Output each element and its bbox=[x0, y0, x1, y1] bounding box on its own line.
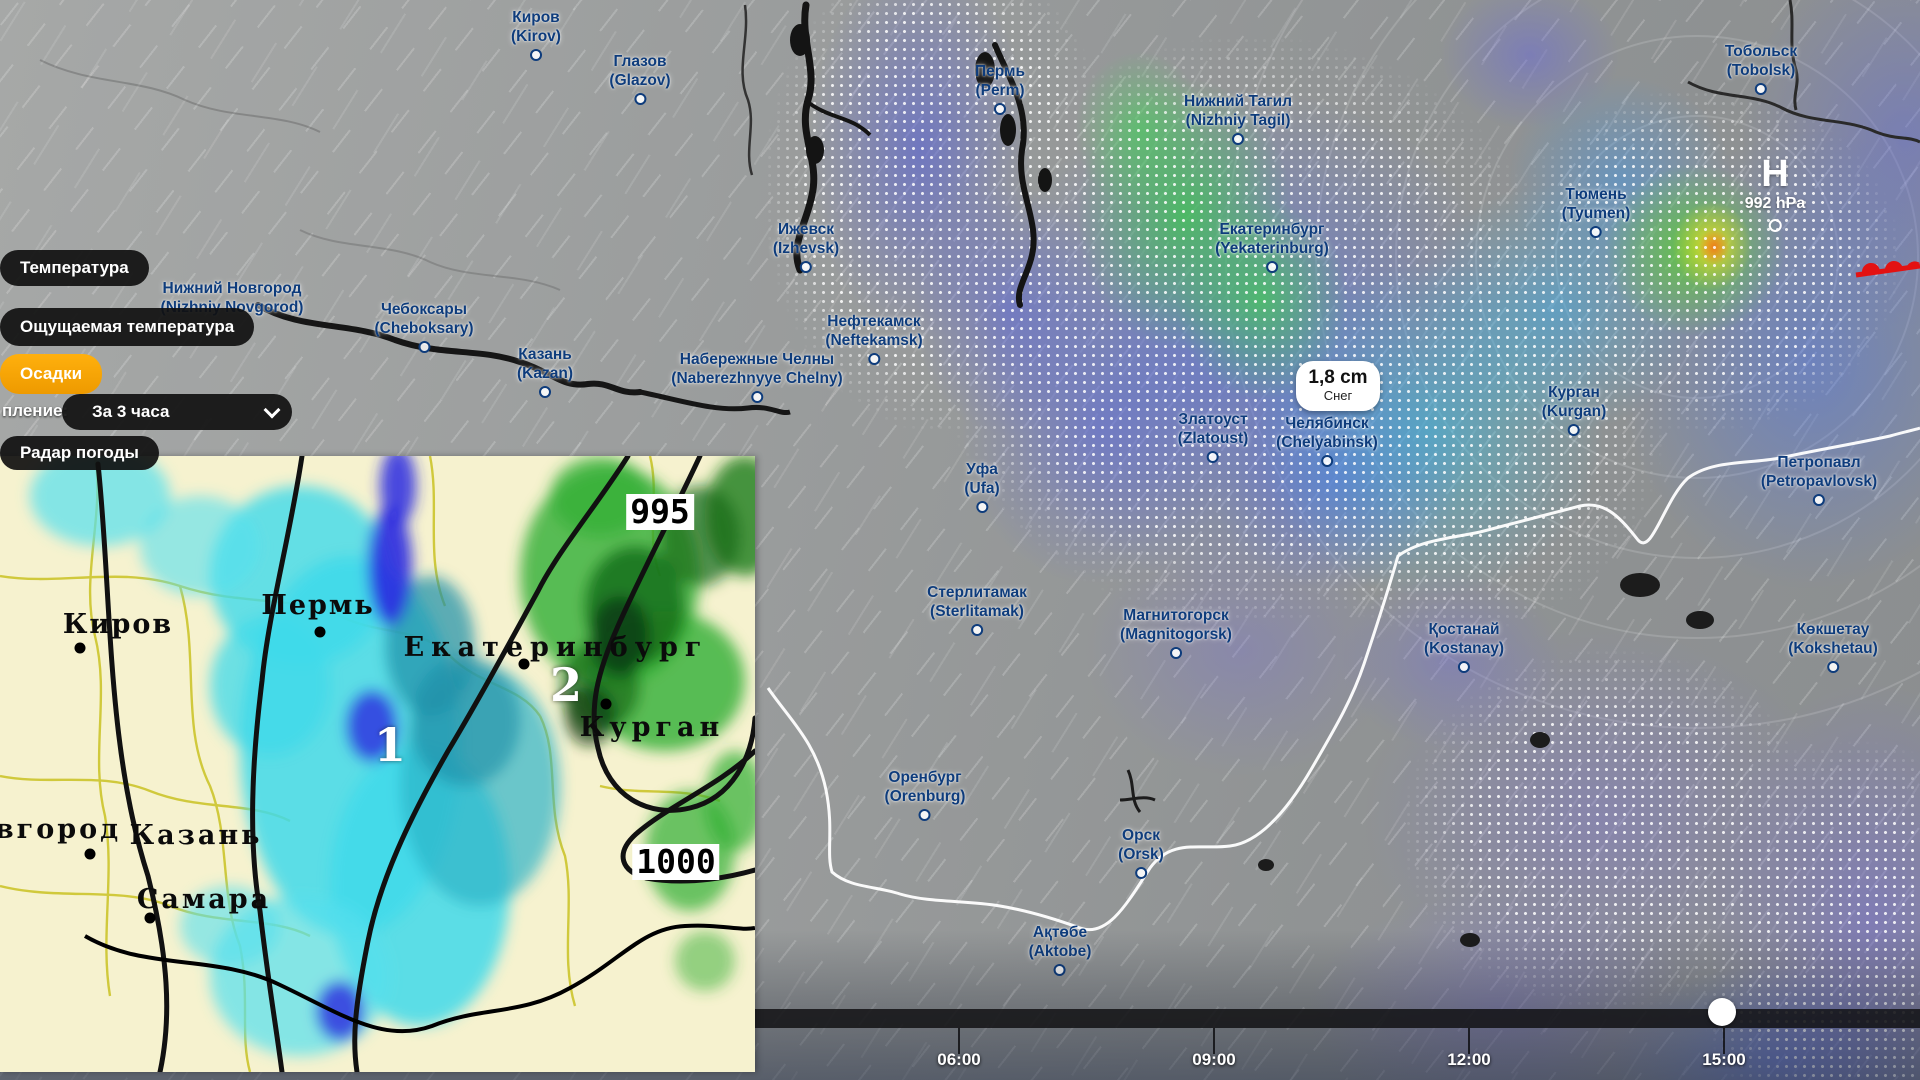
city-label-izhevsk: Ижевск (Izhevsk) bbox=[773, 220, 839, 273]
city-marker-icon bbox=[1170, 647, 1182, 659]
city-label-petropavlovsk: Петропавл (Petropavlovsk) bbox=[1761, 453, 1877, 506]
city-marker-icon bbox=[529, 49, 542, 61]
menu-item-label: Осадки bbox=[20, 364, 83, 383]
warm-front-symbol bbox=[1855, 260, 1920, 278]
city-marker-icon bbox=[800, 261, 812, 273]
city-label-tobolsk: Тобольск (Tobolsk) bbox=[1725, 42, 1797, 95]
city-label-aktobe: Ақтөбе (Aktobe) bbox=[1029, 923, 1091, 976]
inset-city-label: Киров bbox=[62, 609, 174, 640]
city-marker-icon bbox=[994, 103, 1006, 115]
inset-city-label: Пермь bbox=[261, 590, 375, 621]
city-label-ufa: Уфа (Ufa) bbox=[964, 460, 1000, 513]
precip-tooltip: 1,8 cm Снег bbox=[1296, 361, 1380, 411]
city-marker-icon bbox=[1457, 661, 1470, 673]
city-marker-icon bbox=[1826, 661, 1839, 673]
city-label-kostanay: Қостанай (Kostanay) bbox=[1424, 620, 1504, 673]
menu-item-label: Температура bbox=[20, 258, 129, 277]
isobar-label-995: 995 bbox=[626, 494, 694, 530]
city-label-chelyabinsk: Челябинск (Chelyabinsk) bbox=[1276, 414, 1378, 467]
city-marker-icon bbox=[750, 391, 763, 403]
timeline-current-time-knob[interactable] bbox=[1708, 998, 1736, 1026]
city-label-kokshetau: Көкшетау (Kokshetau) bbox=[1788, 620, 1878, 673]
accumulation-value: За 3 часа bbox=[92, 402, 170, 421]
timeline-time-label[interactable]: 12:00 bbox=[1447, 1050, 1491, 1069]
city-label-sterlitamak: Стерлитамак (Sterlitamak) bbox=[927, 583, 1027, 636]
city-marker-icon bbox=[1755, 83, 1767, 95]
city-label-orenburg: Оренбург (Orenburg) bbox=[885, 768, 965, 821]
city-marker-icon bbox=[1265, 261, 1278, 273]
city-marker-icon bbox=[1567, 424, 1580, 436]
city-label-kazan: Казань (Kazan) bbox=[517, 345, 573, 398]
menu-item-temperature[interactable]: Температура bbox=[0, 250, 149, 286]
chevron-down-icon bbox=[263, 401, 281, 419]
city-marker-icon bbox=[634, 93, 646, 105]
pressure-symbol: Н bbox=[1761, 153, 1789, 195]
menu-item-feels-like[interactable]: Ощущаемая температура bbox=[0, 308, 255, 346]
city-marker-icon bbox=[971, 624, 983, 636]
menu-item-precipitation-active[interactable]: Осадки bbox=[0, 354, 103, 394]
city-marker-icon bbox=[1231, 133, 1244, 145]
pressure-value: 992 hPa bbox=[1744, 195, 1806, 212]
city-marker-icon bbox=[1320, 455, 1333, 467]
city-label-tyumen: Тюмень (Tyumen) bbox=[1562, 185, 1630, 238]
accumulation-dropdown[interactable]: За 3 часа bbox=[62, 394, 292, 430]
city-label-kirov: Киров (Kirov) bbox=[511, 8, 561, 61]
inset-city-label: Курган bbox=[579, 712, 725, 743]
city-label-kurgan: Курган (Kurgan) bbox=[1542, 383, 1606, 436]
timeline-time-label[interactable]: 15:00 bbox=[1702, 1050, 1746, 1069]
city-label-orsk: Орск (Orsk) bbox=[1118, 826, 1164, 879]
city-marker-icon bbox=[867, 353, 880, 365]
inset-center-number-2: 2 bbox=[549, 658, 583, 712]
city-marker-icon bbox=[538, 386, 551, 398]
inset-city-dot bbox=[314, 626, 326, 638]
inset-center-number-1: 1 bbox=[373, 718, 407, 772]
inset-city-dot bbox=[84, 848, 96, 860]
inset-city-label: Екатеринбург bbox=[403, 632, 709, 663]
city-marker-icon bbox=[1206, 451, 1219, 463]
inset-city-label: Самара bbox=[136, 884, 272, 915]
inset-city-dot bbox=[600, 698, 612, 710]
wind-arc bbox=[1315, 0, 1920, 639]
forecast-model-inset-map: Киров Пермь Екатеринбург Курган вгород Казань… bbox=[0, 456, 755, 1072]
isobar-label-1000: 1000 bbox=[632, 844, 720, 880]
city-label-naberezhnyye-chelny: Набережные Челны (Naberezhnyye Chelny) bbox=[671, 350, 843, 403]
city-label-perm: Пермь (Perm) bbox=[975, 62, 1025, 115]
city-label-zlatoust: Златоуст (Zlatoust) bbox=[1178, 410, 1248, 463]
city-marker-icon bbox=[1589, 226, 1602, 238]
city-marker-icon bbox=[919, 809, 931, 821]
inset-city-label: Казань bbox=[129, 820, 263, 851]
city-marker-icon bbox=[1812, 494, 1825, 506]
city-label-yekaterinburg: Екатеринбург (Yekaterinburg) bbox=[1215, 220, 1329, 273]
timeline-time-label[interactable]: 06:00 bbox=[937, 1050, 981, 1069]
city-label-magnitogorsk: Магнитогорск (Magnitogorsk) bbox=[1120, 606, 1232, 659]
city-marker-icon bbox=[1135, 867, 1147, 879]
city-label-cheboksary: Чебоксары (Cheboksary) bbox=[374, 300, 474, 353]
city-label-glazov: Глазов (Glazov) bbox=[609, 52, 671, 105]
menu-item-radar[interactable]: Радар погоды bbox=[0, 436, 159, 470]
city-marker-icon bbox=[1053, 964, 1066, 976]
city-label-neftekamsk: Нефтекамск (Neftekamsk) bbox=[825, 312, 923, 365]
city-label-nizhniy-tagil: Нижний Тагил (Nizhniy Tagil) bbox=[1184, 92, 1292, 145]
timeline-time-label[interactable]: 09:00 bbox=[1192, 1050, 1236, 1069]
inset-city-dot bbox=[74, 642, 86, 654]
city-marker-icon bbox=[418, 341, 430, 353]
pressure-low-marker: Н 992 hPa bbox=[1745, 155, 1805, 232]
precip-amount: 1,8 cm bbox=[1308, 367, 1368, 388]
accumulation-label: пление: bbox=[2, 401, 69, 420]
precip-type: Снег bbox=[1323, 388, 1353, 403]
city-marker-icon bbox=[976, 501, 988, 513]
pressure-center-icon bbox=[1768, 219, 1782, 232]
menu-item-label: Ощущаемая температура bbox=[20, 317, 235, 336]
inset-city-label: вгород bbox=[0, 814, 122, 845]
menu-item-label: Радар погоды bbox=[20, 443, 139, 462]
